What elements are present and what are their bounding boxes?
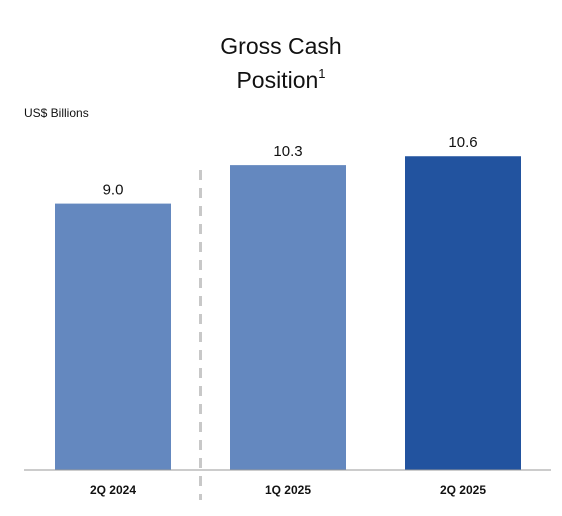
x-tick-label: 2Q 2025 [440, 483, 486, 497]
x-tick-label: 1Q 2025 [265, 483, 311, 497]
data-label: 10.6 [448, 134, 477, 151]
chart-title-line2-text: Position [236, 67, 319, 93]
data-label: 10.3 [273, 143, 302, 160]
chart-title: Gross Cash Position1 [0, 32, 562, 94]
unit-label: US$ Billions [24, 106, 89, 120]
chart-title-line1: Gross Cash [220, 33, 342, 59]
bar-2q-2025 [405, 156, 521, 471]
x-tick-label: 2Q 2024 [90, 483, 136, 497]
bar-2q-2024 [55, 203, 171, 470]
data-label: 9.0 [103, 182, 124, 199]
bars-group: 9.0 2Q 2024 10.3 1Q 2025 10.6 2Q 2025 [55, 134, 521, 497]
bar-1q-2025 [230, 165, 346, 470]
chart-title-line2: Position1 [0, 60, 562, 94]
footnote-marker: 1 [318, 66, 326, 81]
